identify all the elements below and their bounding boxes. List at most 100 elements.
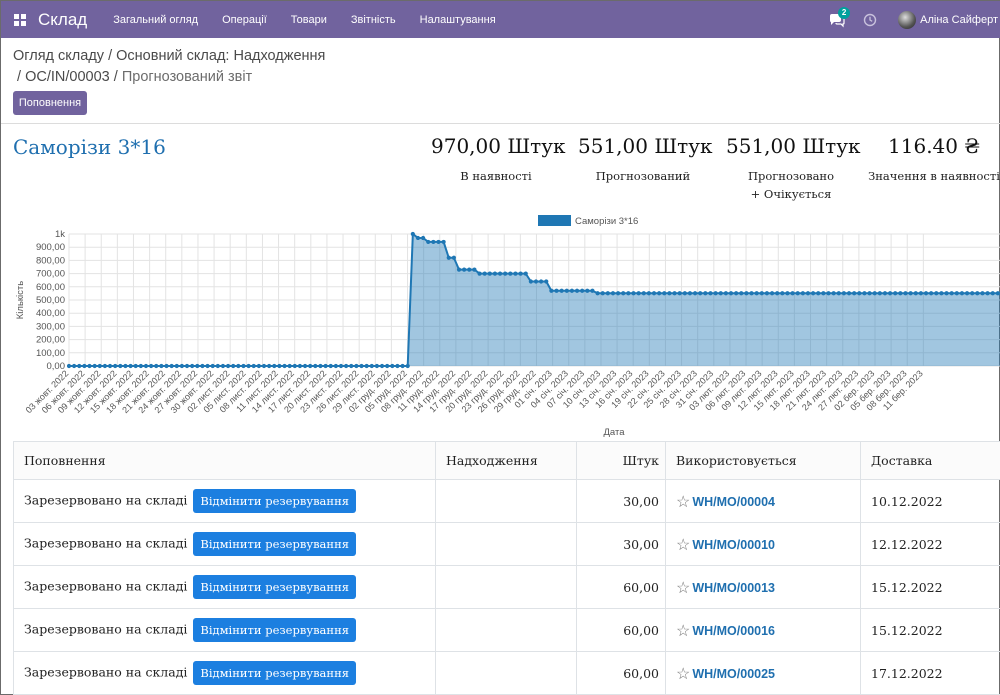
data-point [790, 291, 795, 296]
data-point [200, 363, 205, 369]
col-quantity: Штук [576, 441, 666, 480]
breadcrumb-item-overview[interactable]: Огляд складу [13, 48, 105, 64]
replenish-button[interactable]: Поповнення [13, 91, 87, 115]
manufacturing-order-link[interactable]: WH/MO/00016 [692, 623, 776, 638]
reserved-status: Зарезервовано на складі [24, 621, 188, 637]
user-name[interactable]: Аліна Сайферт [920, 13, 998, 26]
y-axis-label: Кількість [15, 281, 26, 320]
manufacturing-order-link[interactable]: WH/MO/00010 [692, 537, 776, 552]
user-avatar[interactable] [898, 10, 917, 29]
manufacturing-order-link[interactable]: WH/MO/00004 [692, 494, 776, 509]
star-icon[interactable]: ☆ [676, 620, 691, 640]
data-point [123, 363, 128, 369]
receipt-cell [435, 565, 577, 609]
app-title[interactable]: Склад [38, 9, 88, 29]
data-point [205, 363, 210, 369]
reserved-status: Зарезервовано на складі [24, 535, 188, 551]
data-point [267, 363, 272, 369]
unreserve-button[interactable]: Відмінити резервування [193, 661, 356, 685]
star-icon[interactable]: ☆ [676, 534, 691, 554]
data-point [621, 291, 626, 296]
table-header-row: Поповнення Надходження Штук Використовує… [13, 441, 1000, 480]
data-point [610, 291, 616, 296]
data-point [821, 291, 826, 296]
apps-grid-icon[interactable] [3, 1, 37, 38]
stat-on-hand: 970,00 Штук В наявності [431, 134, 566, 185]
data-point [554, 288, 559, 293]
replenishment-cell: Зарезервовано на складі Відмінити резерв… [13, 522, 436, 566]
unreserve-button[interactable]: Відмінити резервування [193, 489, 356, 513]
table-row: Зарезервовано на складі Відмінити резерв… [13, 565, 1000, 609]
data-point [698, 291, 703, 296]
used-by-cell: ☆ WH/MO/00025 [665, 651, 861, 695]
y-tick-label: 1k [55, 229, 65, 240]
delivery-date-cell: 15.12.2022 [860, 608, 1000, 652]
manufacturing-order-link[interactable]: WH/MO/00025 [692, 666, 776, 681]
data-point [641, 291, 646, 296]
star-icon[interactable]: ☆ [676, 577, 691, 597]
data-point [913, 291, 918, 296]
data-point [867, 291, 872, 296]
unreserve-button[interactable]: Відмінити резервування [193, 618, 356, 642]
stat-forecasted: 551,00 Штук Прогнозований [578, 134, 713, 185]
data-point [775, 291, 780, 296]
menu-reporting[interactable]: Звітність [350, 13, 396, 26]
data-point [857, 291, 862, 296]
unreserve-button[interactable]: Відмінити резервування [193, 575, 356, 599]
data-point [410, 231, 415, 237]
breadcrumb-item-transfer[interactable]: OC/IN/00003 [25, 69, 110, 85]
star-icon[interactable]: ☆ [676, 663, 691, 683]
data-point [154, 363, 159, 369]
unreserve-button[interactable]: Відмінити резервування [193, 532, 356, 556]
data-point [472, 267, 477, 272]
breadcrumb-item-receipts[interactable]: Основний склад: Надходження [116, 48, 326, 64]
delivery-date-cell: 17.12.2022 [860, 651, 1000, 695]
data-point [846, 291, 852, 296]
product-title[interactable]: Саморізи 3*16 [13, 135, 166, 159]
delivery-date-cell: 10.12.2022 [860, 479, 1000, 523]
data-point [107, 363, 113, 369]
data-point [338, 363, 344, 369]
table-row: Зарезервовано на складі Відмінити резерв… [13, 479, 1000, 523]
data-point [426, 239, 431, 245]
data-point [467, 267, 472, 272]
data-point [446, 255, 451, 260]
data-point [113, 363, 118, 369]
chat-icon[interactable]: 2 [829, 6, 851, 30]
data-point [349, 363, 354, 369]
data-point [220, 363, 226, 369]
quantity-cell: 60,00 [576, 651, 666, 695]
data-point [272, 363, 277, 369]
data-point [580, 288, 585, 293]
data-point [539, 279, 544, 284]
star-icon[interactable]: ☆ [676, 491, 691, 511]
y-tick-label: 700,00 [36, 269, 65, 280]
data-point [995, 291, 1000, 296]
receipt-cell [435, 608, 577, 652]
y-tick-label: 900,00 [36, 242, 65, 253]
data-point [251, 363, 256, 369]
menu-operations[interactable]: Операції [222, 13, 267, 26]
y-tick-label: 0,00 [47, 361, 66, 372]
clock-icon[interactable] [863, 13, 877, 27]
receipt-cell [435, 522, 577, 566]
data-point [277, 363, 282, 369]
menu-overview[interactable]: Загальний огляд [113, 13, 199, 26]
data-point [400, 363, 405, 369]
data-point [385, 363, 390, 369]
data-point [616, 291, 621, 296]
data-point [102, 363, 108, 369]
stat-value-on-hand-label: Значення в наявності [868, 169, 1000, 183]
y-tick-label: 800,00 [36, 255, 65, 266]
data-point [677, 291, 682, 296]
data-point [795, 291, 800, 296]
manufacturing-order-link[interactable]: WH/MO/00013 [692, 580, 776, 595]
menu-products[interactable]: Товари [290, 13, 327, 26]
menu-configuration[interactable]: Налаштування [419, 13, 496, 26]
data-point [944, 291, 949, 296]
y-tick-label: 500,00 [36, 295, 65, 306]
data-point [508, 271, 513, 276]
data-point [626, 291, 631, 296]
forecast-table: Поповнення Надходження Штук Використовує… [13, 441, 1000, 695]
data-point [497, 271, 503, 276]
